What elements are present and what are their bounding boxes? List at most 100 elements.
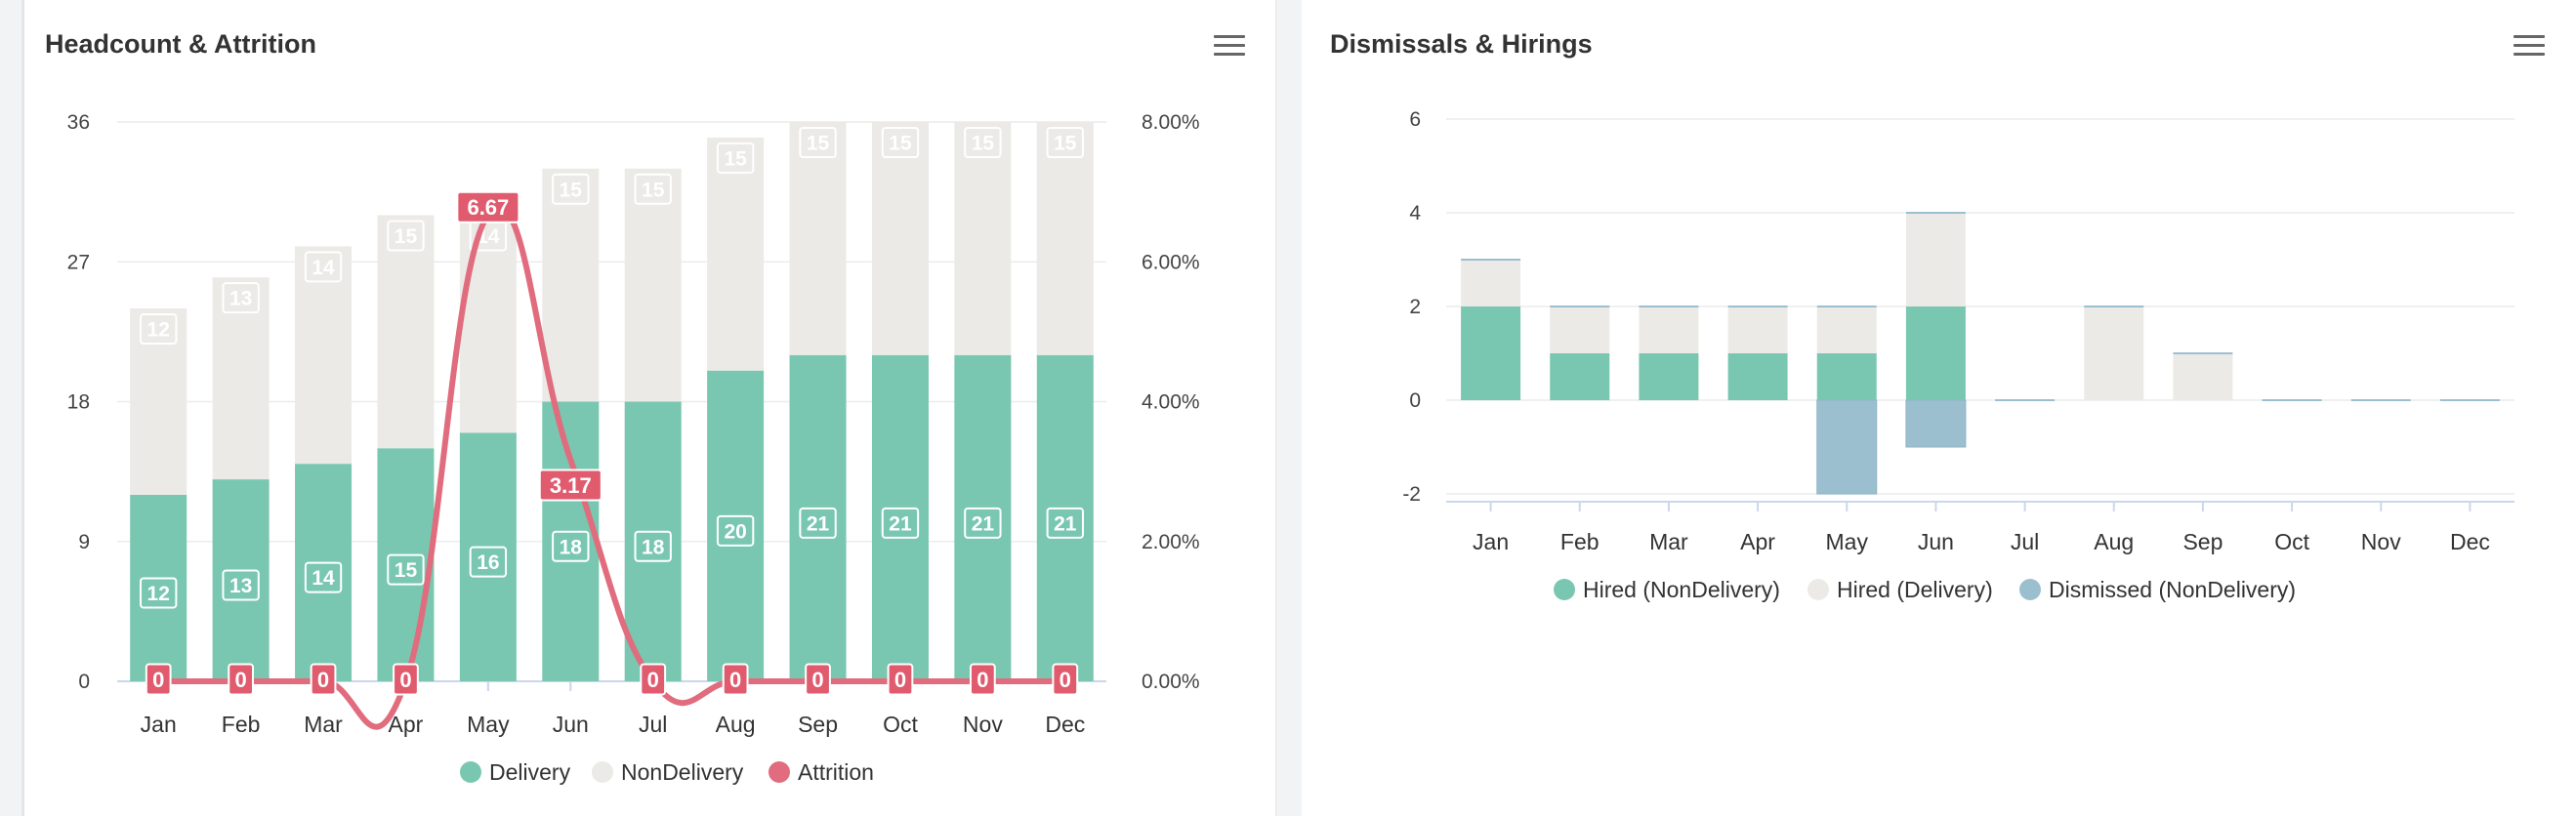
bar-delivery xyxy=(624,401,682,681)
data-label-nondelivery: 15 xyxy=(1054,133,1077,155)
data-label-attrition-bg xyxy=(1052,663,1079,696)
data-label-attrition: 0 xyxy=(894,668,906,692)
y-tick-label: 4 xyxy=(1409,202,1421,224)
data-label-attrition: 6.67 xyxy=(467,195,509,220)
bar-hired-delivery xyxy=(2173,353,2233,400)
data-label-attrition-bg xyxy=(538,469,602,502)
headcount-attrition-panel: Headcount & Attrition 0 9 18 27 36 0.00% 2.00%… xyxy=(24,0,1276,816)
data-label-nondelivery-bg xyxy=(881,127,920,158)
data-label-attrition-bg xyxy=(310,663,337,696)
legend-item-label: Attrition xyxy=(798,759,874,785)
bar-delivery xyxy=(295,464,353,681)
data-label-attrition: 0 xyxy=(647,668,659,692)
outer-border xyxy=(21,0,24,816)
x-tick-label: Oct xyxy=(883,712,918,737)
bar-delivery xyxy=(459,432,517,681)
x-tick-label: May xyxy=(1826,529,1869,554)
data-label-delivery: 12 xyxy=(147,583,170,605)
data-label-delivery: 18 xyxy=(642,536,665,558)
bar-hired-nondelivery xyxy=(1550,353,1610,400)
x-tick-label: Jul xyxy=(2011,529,2039,554)
x-tick-label: Jan xyxy=(1473,529,1509,554)
y2-tick-label: 2.00% xyxy=(1142,531,1200,553)
data-label-attrition-bg xyxy=(887,663,914,696)
legend-item-label: Hired (Delivery) xyxy=(1837,577,1993,602)
x-tick-label: Nov xyxy=(2361,529,2401,554)
bar-nondelivery xyxy=(130,308,187,495)
x-tick-label: Jan xyxy=(141,712,177,737)
bar-hired-nondelivery xyxy=(1816,353,1877,400)
data-label-attrition-bg xyxy=(640,663,667,696)
data-label-delivery-bg xyxy=(304,561,343,593)
data-label-attrition: 0 xyxy=(729,668,741,692)
x-tick-label: Apr xyxy=(389,712,424,737)
legend-item-label: Hired (NonDelivery) xyxy=(1583,577,1780,602)
dismissals-hirings-chart: -2 0 2 4 6 Jan Feb Mar Apr May Jun Jul Aug Sep Oct Nov D… xyxy=(1402,108,2514,602)
data-label-attrition: 0 xyxy=(1059,668,1071,692)
data-label-delivery-bg xyxy=(140,577,178,609)
bar-nondelivery xyxy=(459,215,517,433)
bar-delivery xyxy=(212,479,270,681)
data-label-attrition: 0 xyxy=(976,668,988,692)
data-label-delivery: 21 xyxy=(807,512,830,535)
data-label-delivery-bg xyxy=(964,507,1002,539)
x-tick-label: Nov xyxy=(963,712,1003,737)
data-label-nondelivery: 13 xyxy=(229,288,252,310)
bar-hired-nondelivery xyxy=(1905,306,1966,400)
data-label-delivery-bg xyxy=(469,546,508,578)
y-tick-label: 0 xyxy=(1409,389,1421,412)
y-tick-label: 27 xyxy=(67,251,90,273)
hamburger-menu-icon[interactable] xyxy=(2514,35,2545,61)
data-label-nondelivery-bg xyxy=(964,127,1002,158)
bar-nondelivery xyxy=(295,246,353,465)
bar-hired-delivery xyxy=(2084,306,2144,400)
x-tick-label: Sep xyxy=(798,712,838,737)
data-label-nondelivery: 15 xyxy=(560,179,583,201)
chart-title: Dismissals & Hirings xyxy=(1330,29,1593,59)
attrition-line xyxy=(158,204,1065,730)
data-label-attrition-bg xyxy=(145,663,172,696)
x-tick-label: Feb xyxy=(1560,529,1600,554)
data-label-nondelivery-bg xyxy=(716,142,755,174)
legend-symbol xyxy=(2019,579,2041,600)
data-label-delivery-bg xyxy=(387,553,425,586)
data-label-nondelivery-bg xyxy=(304,251,343,283)
legend-item-label: Dismissed (NonDelivery) xyxy=(2049,577,2296,602)
data-label-attrition-bg xyxy=(722,663,749,696)
bar-hired-delivery xyxy=(1550,306,1610,353)
data-label-nondelivery: 15 xyxy=(972,133,995,155)
data-label-delivery: 21 xyxy=(972,512,995,535)
data-label-delivery: 20 xyxy=(724,520,746,543)
y2-tick-label: 4.00% xyxy=(1142,391,1200,414)
bar-hired-delivery xyxy=(1816,306,1877,353)
data-label-nondelivery: 14 xyxy=(312,257,335,279)
data-label-attrition: 0 xyxy=(152,668,164,692)
x-tick-label: Feb xyxy=(222,712,261,737)
bar-delivery xyxy=(871,354,929,681)
legend-item-label: NonDelivery xyxy=(621,759,744,785)
legend-symbol xyxy=(460,761,481,783)
bar-dismissed-nondelivery xyxy=(1816,399,1878,495)
data-label-delivery-bg xyxy=(881,507,920,539)
bar-hired-delivery xyxy=(1461,260,1521,306)
legend-symbol xyxy=(592,761,613,783)
bar-nondelivery xyxy=(212,277,270,480)
bar-nondelivery xyxy=(377,215,435,449)
data-label-attrition: 0 xyxy=(811,668,823,692)
data-label-delivery: 21 xyxy=(889,512,912,535)
y-tick-label: 6 xyxy=(1409,108,1421,131)
hamburger-menu-icon[interactable] xyxy=(1214,35,1245,61)
bar-nondelivery xyxy=(1036,122,1094,355)
legend-item-label: Delivery xyxy=(489,759,571,785)
legend-symbol xyxy=(1554,579,1575,600)
data-label-delivery: 15 xyxy=(395,559,418,582)
bar-nondelivery xyxy=(542,168,600,402)
x-tick-label: Mar xyxy=(304,712,343,737)
bar-delivery xyxy=(1036,354,1094,681)
data-label-attrition-bg xyxy=(228,663,255,696)
x-tick-label: Sep xyxy=(2182,529,2223,554)
data-label-attrition-bg xyxy=(456,190,520,224)
data-label-delivery: 16 xyxy=(477,551,499,574)
data-label-attrition: 3.17 xyxy=(550,473,592,498)
data-label-attrition-bg xyxy=(969,663,996,696)
